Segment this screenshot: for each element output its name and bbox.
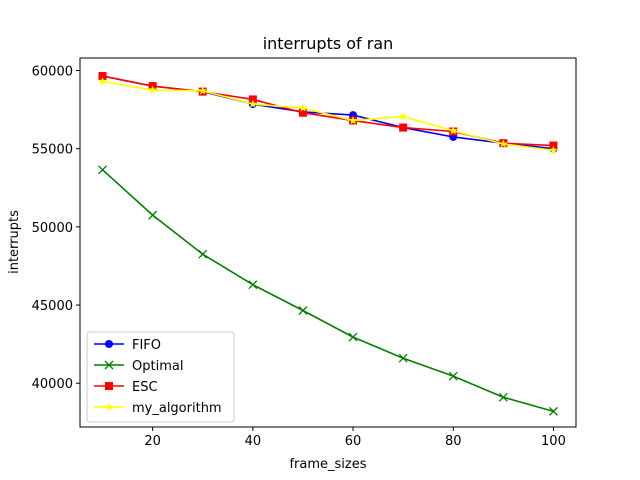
data-point-my-algorithm	[248, 99, 258, 108]
x-axis-label: frame_sizes	[289, 457, 366, 472]
legend-label-optimal: Optimal	[132, 359, 183, 374]
data-point-optimal	[298, 306, 308, 315]
data-point-optimal	[448, 371, 458, 381]
data-point-optimal	[198, 249, 208, 259]
x-tick-label: 80	[445, 434, 462, 449]
legend-marker-my-algorithm	[104, 402, 114, 411]
chart-title: interrupts of ran	[263, 34, 394, 53]
legend-label-my-algorithm: my_algorithm	[132, 401, 222, 416]
series-line-optimal	[102, 169, 554, 413]
x-tick-label: 100	[541, 434, 566, 449]
legend-label-esc: ESC	[132, 380, 158, 395]
data-point-optimal	[98, 165, 108, 175]
x-tick-label: 60	[345, 434, 362, 449]
axes-frame	[79, 57, 577, 428]
y-tick-label: 45000	[32, 299, 73, 314]
series-line-my-algorithm	[102, 80, 554, 152]
data-point-optimal	[498, 392, 508, 402]
data-point-esc	[549, 141, 558, 150]
data-point-my-algorithm	[148, 85, 157, 94]
legend-marker-esc	[105, 382, 113, 390]
data-point-my-algorithm	[499, 139, 508, 148]
data-point-esc	[248, 95, 257, 104]
legend-marker-fifo	[105, 340, 113, 348]
legend-marker-optimal	[104, 360, 114, 370]
legend-box	[86, 331, 235, 423]
y-axis: 40000 45000 50000 55000 60000	[32, 65, 80, 392]
legend: FIFO Optimal ESC my_algorithm	[86, 331, 235, 423]
plot-area	[98, 71, 558, 416]
data-point-optimal	[398, 353, 408, 363]
data-point-my-algorithm	[298, 103, 308, 112]
data-point-optimal	[548, 406, 558, 416]
data-point-my-algorithm	[398, 112, 408, 121]
data-point-my-algorithm	[98, 76, 107, 86]
data-point-optimal	[148, 210, 158, 220]
data-point-my-algorithm	[198, 86, 208, 95]
data-point-optimal	[248, 280, 258, 290]
data-point-my-algorithm	[549, 145, 558, 154]
x-tick-label: 40	[245, 434, 262, 449]
y-tick-label: 60000	[32, 65, 73, 80]
data-point-my-algorithm	[448, 126, 458, 135]
data-point-my-algorithm	[348, 116, 358, 125]
y-tick-label: 50000	[32, 221, 73, 236]
data-point-esc	[399, 123, 408, 132]
series-my-algorithm	[98, 76, 558, 154]
y-tick-label: 40000	[32, 377, 73, 392]
y-axis-label: interrupts	[7, 210, 22, 274]
data-point-esc	[98, 71, 107, 80]
series-optimal	[98, 165, 558, 416]
x-axis: 20 40 60 80 100	[144, 427, 566, 449]
x-tick-label: 20	[144, 434, 161, 449]
y-tick-label: 55000	[32, 143, 73, 158]
legend-label-fifo: FIFO	[132, 338, 161, 353]
data-point-esc	[298, 108, 307, 117]
data-point-optimal	[348, 332, 358, 342]
